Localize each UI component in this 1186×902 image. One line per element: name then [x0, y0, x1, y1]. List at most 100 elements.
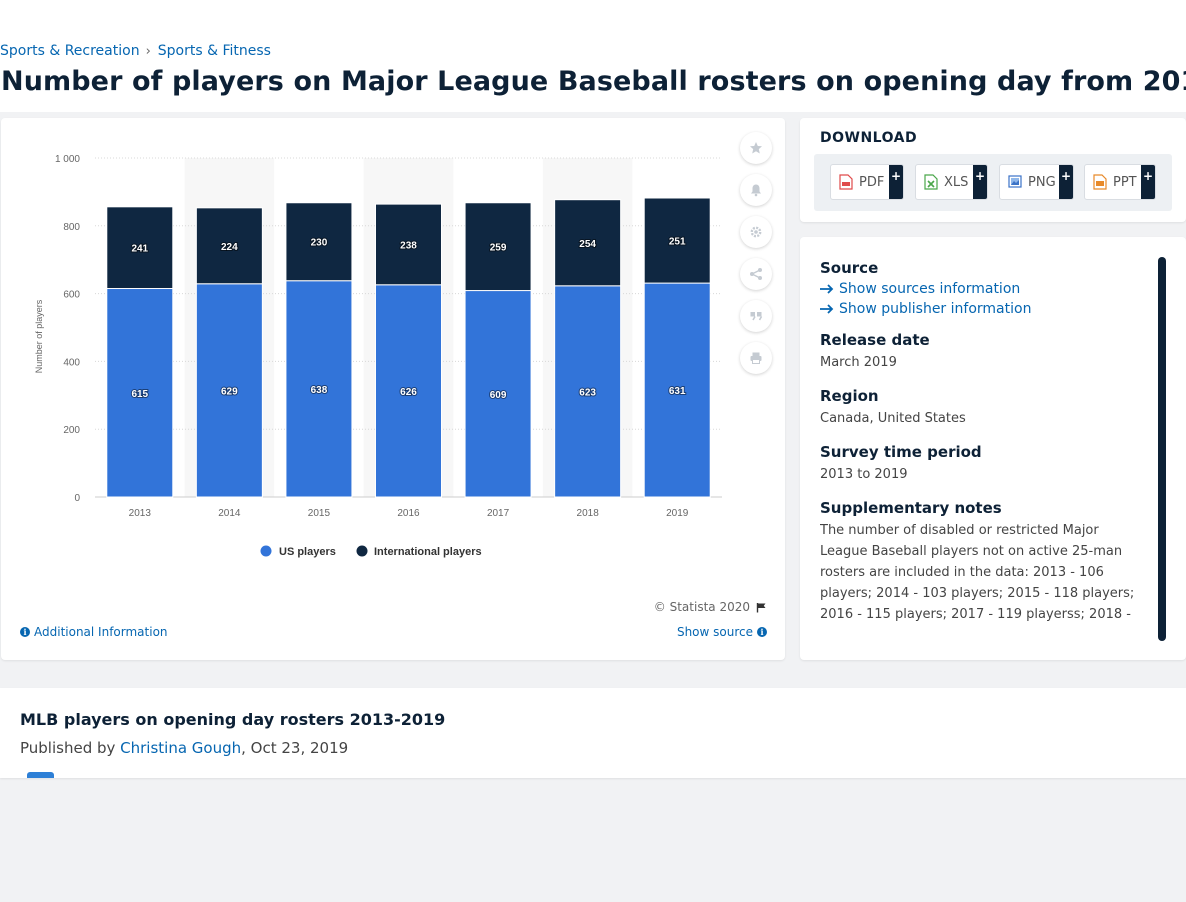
- chart-toolbar: [740, 132, 772, 384]
- print-button[interactable]: [740, 342, 772, 374]
- breadcrumb-sports-recreation[interactable]: Sports & Recreation: [0, 43, 140, 59]
- show-source-label: Show source: [676, 625, 753, 639]
- download-pdf-label: PDF: [859, 174, 885, 190]
- download-png-button[interactable]: PNG +: [999, 164, 1074, 200]
- bar-international-players: [375, 203, 442, 286]
- share-button[interactable]: [740, 258, 772, 290]
- data-label: 230: [311, 238, 328, 249]
- show-publisher-link[interactable]: Show publisher information: [820, 301, 1150, 317]
- legend-marker: [260, 545, 272, 557]
- favorite-button[interactable]: [740, 132, 772, 164]
- x-tick-label: 2019: [666, 508, 689, 519]
- y-tick-label: 200: [63, 425, 80, 436]
- breadcrumb: Sports & Recreation › Sports & Fitness: [0, 43, 271, 59]
- x-tick-label: 2013: [129, 508, 152, 519]
- download-pdf-button[interactable]: PDF +: [830, 164, 904, 200]
- star-icon: [750, 142, 762, 154]
- bar-international-players: [464, 202, 532, 292]
- y-tick-label: 600: [63, 290, 80, 301]
- supplementary-notes-label: Supplementary notes: [820, 499, 1002, 517]
- additional-information-link[interactable]: i Additional Information: [20, 625, 168, 639]
- bar-international-players: [554, 199, 622, 287]
- bar-us-players: [464, 290, 532, 498]
- release-date-value: March 2019: [820, 355, 897, 370]
- article-tab-indicator[interactable]: [27, 772, 54, 778]
- download-card: DOWNLOAD PDF + XLS + PNG + PPT +: [800, 118, 1186, 222]
- y-tick-label: 1 000: [55, 154, 80, 165]
- survey-period-value: 2013 to 2019: [820, 467, 908, 482]
- copyright-notice: © Statista 2020: [654, 600, 767, 614]
- bar-international-players: [285, 202, 353, 282]
- y-tick-label: 0: [74, 493, 80, 504]
- gear-icon: [750, 226, 762, 238]
- article-meta: Published by Christina Gough, Oct 23, 20…: [20, 739, 348, 757]
- ppt-file-icon: [1093, 174, 1107, 190]
- show-sources-link[interactable]: Show sources information: [820, 281, 1150, 297]
- x-tick-label: 2014: [218, 508, 241, 519]
- data-label: 224: [221, 242, 238, 253]
- data-label: 609: [490, 390, 507, 401]
- quote-icon: [750, 312, 763, 321]
- statistic-details-card: Source Show sources information Show pub…: [800, 237, 1186, 660]
- legend-entry: International players: [374, 546, 482, 558]
- png-plus-icon: +: [1059, 165, 1073, 199]
- x-tick-label: 2016: [397, 508, 420, 519]
- data-label: 259: [490, 243, 507, 254]
- breadcrumb-sports-fitness[interactable]: Sports & Fitness: [157, 43, 271, 59]
- printer-icon: [750, 352, 762, 364]
- details-content[interactable]: Source Show sources information Show pub…: [820, 259, 1150, 627]
- header-band: [0, 0, 1186, 112]
- publish-date: , Oct 23, 2019: [241, 739, 349, 757]
- bell-icon: [751, 184, 761, 197]
- data-label: 638: [311, 385, 328, 396]
- pdf-file-icon: [839, 174, 853, 190]
- download-title: DOWNLOAD: [820, 130, 918, 146]
- xls-plus-icon: +: [973, 165, 987, 199]
- author-link[interactable]: Christina Gough: [120, 739, 242, 757]
- notification-button[interactable]: [740, 174, 772, 206]
- details-scrollbar[interactable]: [1158, 257, 1166, 641]
- share-icon: [750, 268, 762, 280]
- y-axis-label: Number of players: [34, 299, 44, 373]
- x-tick-label: 2015: [308, 508, 331, 519]
- cite-button[interactable]: [740, 300, 772, 332]
- bar-us-players: [106, 288, 174, 498]
- ppt-plus-icon: +: [1141, 165, 1155, 199]
- article-card: MLB players on opening day rosters 2013-…: [0, 688, 1186, 778]
- settings-button[interactable]: [740, 216, 772, 248]
- scrollbar-thumb[interactable]: [1158, 257, 1166, 641]
- copyright-text: © Statista 2020: [653, 600, 750, 614]
- page-title: Number of players on Major League Baseba…: [1, 66, 1186, 97]
- bar-us-players: [554, 285, 622, 498]
- bar-international-players: [195, 207, 263, 285]
- bar-us-players: [643, 282, 711, 498]
- download-xls-button[interactable]: XLS +: [915, 164, 988, 200]
- flag-icon[interactable]: [756, 602, 767, 613]
- published-by-label: Published by: [20, 739, 121, 757]
- download-xls-label: XLS: [944, 174, 969, 190]
- bar-international-players: [106, 206, 174, 290]
- arrow-right-icon: [820, 284, 834, 294]
- data-label: 254: [579, 239, 596, 250]
- y-tick-label: 800: [63, 222, 80, 233]
- data-label: 631: [669, 386, 686, 397]
- region-value: Canada, United States: [820, 411, 966, 426]
- legend-marker: [356, 545, 368, 557]
- data-label: 615: [131, 389, 148, 400]
- breadcrumb-separator-icon: ›: [145, 43, 151, 59]
- download-ppt-button[interactable]: PPT +: [1084, 164, 1156, 200]
- arrow-right-icon: [820, 304, 834, 314]
- bar-international-players: [643, 197, 711, 284]
- chart-card: 0 200 400 600 800 1 000 Number of players 615 24…: [1, 118, 785, 660]
- download-png-label: PNG: [1028, 174, 1056, 190]
- article-title: MLB players on opening day rosters 2013-…: [20, 710, 446, 729]
- data-label: 251: [669, 237, 686, 248]
- bar-us-players: [195, 283, 263, 498]
- info-icon: i: [20, 627, 30, 637]
- data-label: 623: [579, 387, 596, 398]
- show-source-link[interactable]: Show source i: [677, 625, 767, 639]
- download-ppt-label: PPT: [1113, 174, 1137, 190]
- data-label: 241: [131, 244, 148, 255]
- stacked-bar-chart: 0 200 400 600 800 1 000 Number of players 615 24…: [34, 154, 722, 558]
- xls-file-icon: [924, 174, 938, 190]
